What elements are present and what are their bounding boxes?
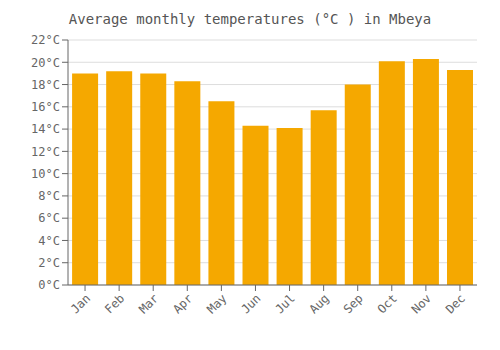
svg-text:Feb: Feb (102, 291, 127, 316)
svg-text:Sep: Sep (341, 291, 366, 316)
svg-text:Aug: Aug (307, 291, 332, 316)
svg-text:Mar: Mar (136, 291, 161, 316)
svg-text:Jan: Jan (68, 291, 93, 316)
svg-text:Oct: Oct (375, 291, 400, 316)
svg-text:8°C: 8°C (38, 189, 60, 203)
svg-text:2°C: 2°C (38, 256, 60, 270)
svg-text:18°C: 18°C (31, 78, 60, 92)
svg-text:20°C: 20°C (31, 56, 60, 70)
svg-text:14°C: 14°C (31, 122, 60, 136)
svg-text:Dec: Dec (443, 291, 468, 316)
svg-text:6°C: 6°C (38, 211, 60, 225)
svg-text:Apr: Apr (170, 291, 195, 316)
svg-text:10°C: 10°C (31, 167, 60, 181)
svg-text:22°C: 22°C (31, 33, 60, 47)
svg-text:16°C: 16°C (31, 100, 60, 114)
svg-text:May: May (204, 291, 229, 316)
svg-text:Jul: Jul (272, 291, 297, 316)
svg-text:Jun: Jun (238, 291, 263, 316)
svg-text:0°C: 0°C (38, 278, 60, 292)
svg-text:12°C: 12°C (31, 145, 60, 159)
svg-text:Nov: Nov (409, 291, 434, 316)
svg-text:4°C: 4°C (38, 234, 60, 248)
html-text:Average monthly temperatures (: Average monthly temperatures (°C ) in Mb… (68, 11, 432, 27)
